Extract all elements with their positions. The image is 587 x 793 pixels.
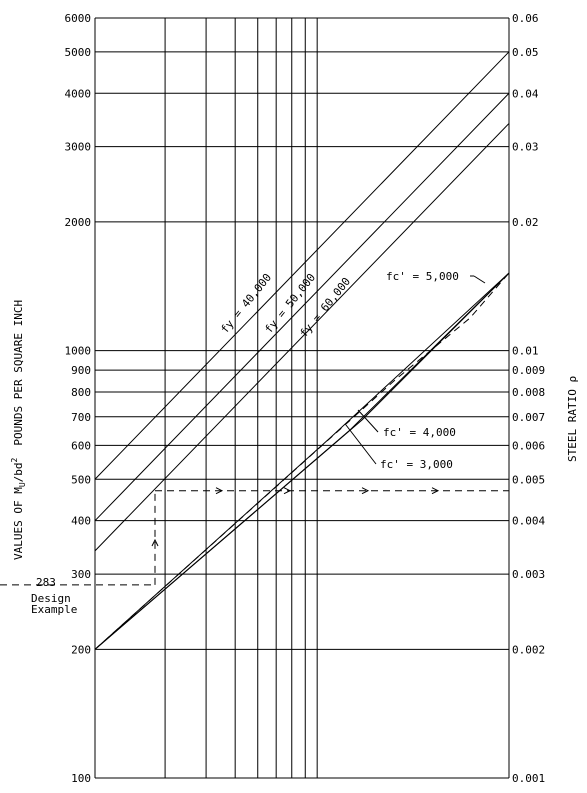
series-line-fc-3000 bbox=[94, 272, 510, 650]
left-tick-label: 3000 bbox=[65, 141, 92, 154]
arrowhead bbox=[283, 487, 292, 495]
left-tick-label: 500 bbox=[71, 473, 91, 486]
left-axis-title-sub: U bbox=[18, 482, 27, 487]
label-example: Example bbox=[31, 603, 77, 616]
right-tick-label: 0.03 bbox=[512, 141, 539, 154]
arrowhead bbox=[151, 538, 159, 547]
left-tick-label: 5000 bbox=[65, 46, 92, 59]
curves bbox=[94, 51, 510, 650]
grid bbox=[94, 17, 510, 779]
series-line-fy-3 bbox=[94, 123, 510, 552]
left-tick-label: 6000 bbox=[65, 12, 92, 25]
right-tick-label: 0.004 bbox=[512, 515, 545, 528]
right-tick-label: 0.008 bbox=[512, 386, 545, 399]
left-tick-label: 600 bbox=[71, 439, 91, 452]
left-tick-label: 300 bbox=[71, 568, 91, 581]
left-tick-label: 800 bbox=[71, 386, 91, 399]
leader-fc-5000 bbox=[473, 275, 486, 284]
leader-fc-3000 bbox=[345, 424, 377, 465]
left-tick-label: 1000 bbox=[65, 345, 92, 358]
left-tick-label: 700 bbox=[71, 411, 91, 424]
left-axis-title-units: POUNDS PER SQUARE INCH bbox=[12, 300, 25, 446]
left-tick-label: 100 bbox=[71, 772, 91, 785]
right-tick-label: 0.009 bbox=[512, 364, 545, 377]
tick-labels: 6000 5000 4000 3000 2000 1000 900 800 700 600 500 4… bbox=[65, 12, 546, 785]
series-line-fy-1 bbox=[94, 51, 510, 480]
left-tick-label: 900 bbox=[71, 364, 91, 377]
series-line-fy-2 bbox=[94, 92, 510, 522]
right-axis-title: STEEL RATIO ρ bbox=[566, 376, 579, 462]
right-tick-label: 0.02 bbox=[512, 216, 539, 229]
right-tick-label: 0.05 bbox=[512, 46, 539, 59]
series-dashed-boundary bbox=[94, 272, 510, 650]
label-fc-5000: fc' = 5,000 bbox=[386, 270, 459, 283]
right-tick-label: 0.04 bbox=[512, 87, 539, 100]
left-axis-title-mid: /bd bbox=[12, 462, 25, 482]
label-fc-3000: fc' = 3,000 bbox=[380, 458, 453, 471]
left-tick-label: 2000 bbox=[65, 216, 92, 229]
right-tick-label: 0.001 bbox=[512, 772, 545, 785]
right-tick-label: 0.06 bbox=[512, 12, 539, 25]
right-tick-label: 0.002 bbox=[512, 643, 545, 656]
right-tick-label: 0.003 bbox=[512, 568, 545, 581]
arrowhead bbox=[431, 487, 440, 495]
right-tick-label: 0.007 bbox=[512, 411, 545, 424]
left-axis-title-sup: 2 bbox=[10, 457, 19, 462]
left-tick-label: 200 bbox=[71, 643, 91, 656]
right-tick-label: 0.006 bbox=[512, 439, 545, 452]
right-tick-label: 0.005 bbox=[512, 473, 545, 486]
label-fc-4000: fc' = 4,000 bbox=[383, 426, 456, 439]
left-tick-label: 4000 bbox=[65, 87, 92, 100]
arrowhead bbox=[361, 487, 370, 495]
leader-fc-4000 bbox=[357, 409, 379, 433]
left-tick-label: 400 bbox=[71, 515, 91, 528]
right-tick-label: 0.01 bbox=[512, 345, 539, 358]
left-axis-title-prefix: VALUES OF M bbox=[12, 487, 25, 560]
label-design: Design bbox=[31, 592, 71, 605]
label-design-value: 283 bbox=[36, 576, 56, 589]
left-axis-title: VALUES OF MU/bd2 POUNDS PER SQUARE INCH bbox=[10, 300, 27, 560]
design-example-path bbox=[0, 487, 509, 586]
arrowhead bbox=[215, 487, 224, 495]
